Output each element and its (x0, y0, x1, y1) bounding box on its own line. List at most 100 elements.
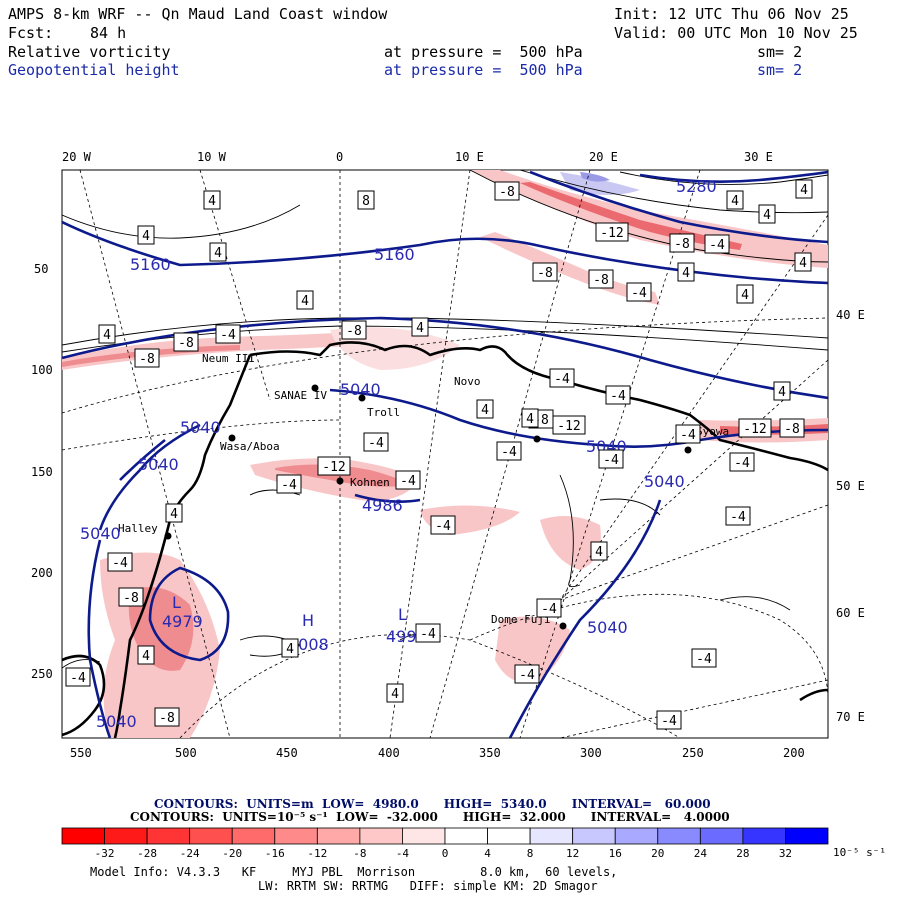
vorticity-contour-label: -4 (536, 598, 562, 618)
vorticity-contour-label: 4 (386, 683, 404, 703)
place-label: Neum III (202, 352, 255, 365)
colorbar-swatch (189, 827, 233, 845)
low-center-value: 4979 (162, 612, 203, 631)
vorticity-contour-label: 4 (411, 317, 429, 337)
svg-text:-4: -4 (680, 428, 696, 443)
vorticity-contour-label: -4 (215, 324, 241, 344)
vorticity-contour-label: 4 (137, 645, 155, 665)
colorbar-swatch (61, 827, 105, 845)
vorticity-contour-label: -12 (595, 222, 629, 242)
height-contour-label: 5160 (374, 245, 415, 264)
vorticity-contour-label: -4 (395, 470, 421, 490)
right-axis-label: 70 E (836, 710, 865, 724)
vorticity-label-layer: 4 8 -8 4 4 -8 4 -12 -8 -4 4 4 4 4 -8 4 4 4 -8 -8 -8 -4 4 -4 4 -4 -… (65, 179, 813, 730)
svg-text:-4: -4 (554, 372, 570, 387)
bottom-axis-label: 500 (175, 746, 197, 760)
bottom-axis-label: 300 (580, 746, 602, 760)
left-axis-label: 100 (31, 363, 53, 377)
colorbar-swatch (699, 827, 744, 845)
svg-text:-4: -4 (400, 474, 416, 489)
vorticity-contour-label: 8 (357, 190, 375, 210)
vorticity-contour-label: -8 (154, 707, 180, 727)
contours-vorticity-info: CONTOURS: UNITS=10⁻⁵ s⁻¹ LOW= -32.000 HI… (130, 810, 730, 824)
vorticity-contour-label: 4 (137, 225, 155, 245)
svg-text:4: 4 (301, 294, 309, 309)
height-contour-label: 5040 (644, 472, 685, 491)
vorticity-contour-label: -8 (494, 181, 520, 201)
vorticity-contour-label: -4 (65, 667, 91, 687)
vorticity-contour-label: -4 (107, 552, 133, 572)
map-title: AMPS 8-km WRF -- Qn Maud Land Coast wind… (8, 5, 388, 23)
place-label: Halley (118, 522, 158, 535)
colorbar-tick-label: 24 (694, 847, 708, 860)
colorbar-swatch (742, 827, 786, 845)
svg-text:4: 4 (170, 507, 178, 522)
svg-text:4: 4 (214, 246, 222, 261)
colorbar-tick-label: -32 (95, 847, 115, 860)
svg-text:-4: -4 (112, 556, 128, 571)
colorbar-swatch (614, 827, 659, 845)
colorbar-tick-label: -8 (353, 847, 366, 860)
svg-text:4: 4 (142, 649, 150, 664)
vorticity-contour-label: -8 (173, 332, 199, 352)
svg-text:-4: -4 (70, 671, 86, 686)
place-label: SANAE IV (274, 389, 327, 402)
colorbar-swatch (231, 827, 276, 845)
vorticity-contour-label: 4 (773, 381, 791, 401)
vorticity-contour-label: 4 (165, 503, 183, 523)
place-label: Troll (367, 406, 400, 419)
svg-text:8: 8 (362, 194, 370, 209)
colorbar-swatch (529, 827, 574, 845)
vorticity-contour-label: 4 (795, 179, 813, 199)
station-markers (164, 384, 692, 630)
vorticity-contour-label: -4 (626, 282, 652, 302)
low-center-letter: L (398, 605, 407, 624)
svg-text:-4: -4 (631, 286, 647, 301)
vorticity-contour-label: -4 (725, 506, 751, 526)
place-label: Dome Fuji (491, 613, 551, 626)
svg-text:-4: -4 (709, 238, 725, 253)
colorbar-tick-label: -28 (137, 847, 157, 860)
svg-text:-4: -4 (501, 445, 517, 460)
left-axis-label: 150 (31, 465, 53, 479)
model-info: Model Info: V4.3.3 KF MYJ PBL Morrison 8… (90, 865, 618, 879)
top-axis-label: 20 W (62, 150, 92, 164)
svg-text:-4: -4 (541, 602, 557, 617)
vorticity-contour-label: 4 (758, 204, 776, 224)
left-axis-label: 50 (34, 262, 48, 276)
vorticity-contour-label: 4 (736, 284, 754, 304)
top-axis-label: 0 (336, 150, 343, 164)
vorticity-contour-label: 4 (98, 324, 116, 344)
height-contour-label: 5040 (180, 418, 221, 437)
vorticity-contour-label: -12 (317, 456, 351, 476)
svg-text:4: 4 (416, 321, 424, 336)
height-contour-label: 5040 (340, 380, 381, 399)
colorbar-tick-label: -24 (180, 847, 200, 860)
vorticity-contour-label: 4 (296, 290, 314, 310)
vorticity-contour-label: 4 (794, 252, 812, 272)
colorbar-tick-label: 28 (736, 847, 749, 860)
bottom-axis-label: 550 (70, 746, 92, 760)
vorticity-contour-label: -4 (729, 452, 755, 472)
svg-text:-8: -8 (123, 591, 139, 606)
top-axis-label: 20 E (589, 150, 618, 164)
right-axis-label: 50 E (836, 479, 865, 493)
contours-height-info: CONTOURS: UNITS=m LOW= 4980.0 HIGH= 5340… (154, 797, 711, 811)
colorbar-tick-label: 0 (442, 847, 449, 860)
top-axis-label: 10 W (197, 150, 227, 164)
vorticity-contour-label: -4 (430, 515, 456, 535)
vorticity-contour-label: 4 (203, 190, 221, 210)
svg-text:-12: -12 (557, 419, 580, 434)
colorbar-swatch (487, 827, 531, 845)
place-label: Syowa (696, 425, 729, 438)
colorbar-tick-label: 32 (779, 847, 792, 860)
colorbar-swatch (104, 827, 148, 845)
vorticity-contour-label: -8 (779, 418, 805, 438)
svg-text:4: 4 (799, 256, 807, 271)
svg-text:-4: -4 (519, 668, 535, 683)
height-contour-label: 5280 (676, 177, 717, 196)
place-label: Wasa/Aboa (220, 440, 280, 453)
bottom-axis-label: 450 (276, 746, 298, 760)
colorbar-swatch (444, 827, 488, 845)
vorticity-contour-label: -12 (738, 418, 772, 438)
